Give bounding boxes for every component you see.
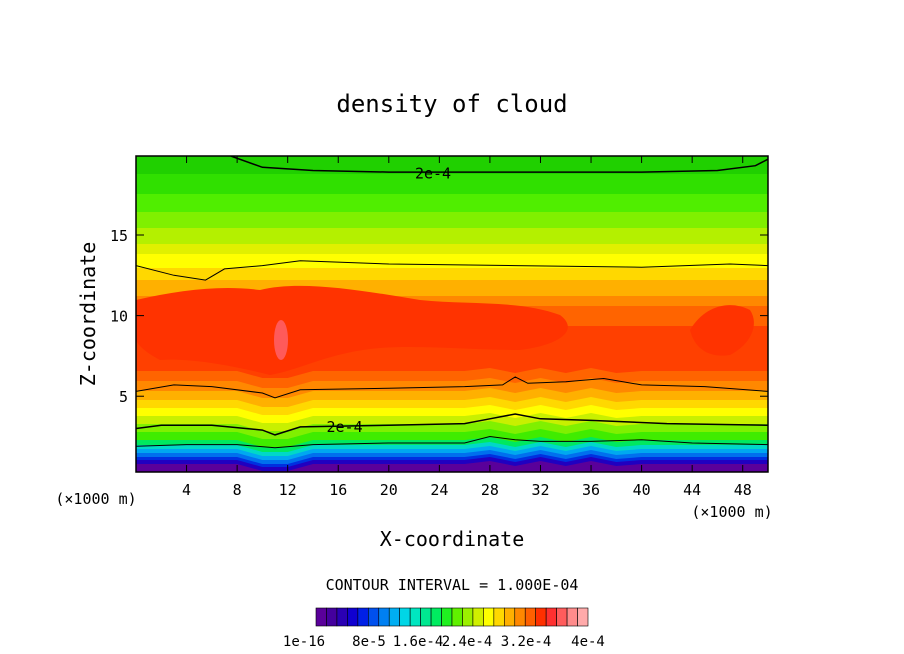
contour-band <box>136 461 768 472</box>
x-axis-label: X-coordinate <box>380 527 525 551</box>
contour-line <box>136 260 768 281</box>
colorbar-swatch <box>441 607 453 627</box>
contour-line <box>230 156 768 173</box>
y-axis-ticks: 5 10 15 <box>110 227 768 406</box>
colorbar-swatch <box>556 607 568 627</box>
colorbar-swatch <box>483 607 495 627</box>
x-axis-ticks: 4 8 12 16 20 24 28 32 36 40 44 48 <box>182 156 752 499</box>
colorbar-swatch <box>357 607 369 627</box>
contour-interval-text: CONTOUR INTERVAL = 1.000E-04 <box>326 576 579 594</box>
low-level-layer <box>136 368 768 472</box>
x-tick-label: 12 <box>279 481 297 499</box>
colorbar <box>315 607 589 627</box>
red-core-region <box>136 285 754 375</box>
colorbar-label: 1e-16 <box>283 634 325 650</box>
x-tick-label: 36 <box>582 481 600 499</box>
colorbar-swatch <box>315 607 327 627</box>
contour-line <box>136 435 768 449</box>
colorbar-swatch <box>368 607 380 627</box>
colorbar-swatch <box>409 607 421 627</box>
y-tick-label: 15 <box>110 227 128 245</box>
contour-label: 2e-4 <box>415 165 451 183</box>
x-tick-label: 32 <box>531 481 549 499</box>
colorbar-swatch <box>388 607 400 627</box>
colorbar-swatch <box>326 607 338 627</box>
plot-frame <box>135 155 769 473</box>
plot-area <box>136 156 768 472</box>
colorbar-swatch <box>493 607 505 627</box>
colorbar-swatch <box>451 607 463 627</box>
x-tick-label: 20 <box>380 481 398 499</box>
colorbar-label: 3.2e-4 <box>501 634 552 650</box>
contour-labels: 2e-4 2e-4 <box>326 165 451 436</box>
colorbar-swatch <box>514 607 526 627</box>
colorbar-label: 8e-5 <box>352 634 386 650</box>
x-tick-label: 16 <box>329 481 347 499</box>
colorbar-swatch <box>504 607 516 627</box>
core-maximum <box>274 320 288 360</box>
colorbar-swatch <box>566 607 578 627</box>
x-tick-label: 28 <box>481 481 499 499</box>
x-tick-label: 40 <box>633 481 651 499</box>
colorbar-swatch <box>535 607 547 627</box>
colorbar-label: 1.6e-4 <box>393 634 444 650</box>
contour-label: 2e-4 <box>326 418 362 436</box>
y-tick-label: 10 <box>110 308 128 326</box>
y-unit-label: (×1000 m) <box>55 490 136 508</box>
contour-lines <box>136 156 768 449</box>
contour-line <box>136 413 768 436</box>
colorbar-swatch <box>524 607 536 627</box>
colorbar-swatch <box>472 607 484 627</box>
y-tick-label: 5 <box>119 388 128 406</box>
colorbar-label: 4e-4 <box>571 634 605 650</box>
colorbar-swatch <box>577 607 589 627</box>
x-tick-label: 48 <box>734 481 752 499</box>
x-unit-label: (×1000 m) <box>691 503 772 521</box>
colorbar-swatch <box>336 607 348 627</box>
colorbar-labels: 1e-16 8e-5 1.6e-42.4e-4 3.2e-4 4e-4 <box>283 634 605 650</box>
red-core-band <box>136 285 568 375</box>
x-tick-label: 44 <box>683 481 701 499</box>
colorbar-swatch <box>378 607 390 627</box>
colorbar-swatch <box>545 607 557 627</box>
colorbar-swatch <box>430 607 442 627</box>
x-tick-label: 24 <box>430 481 448 499</box>
chart-title: density of cloud <box>336 90 567 118</box>
colorbar-swatch <box>399 607 411 627</box>
colorbar-swatch <box>347 607 359 627</box>
colorbar-swatch <box>420 607 432 627</box>
colorbar-swatch <box>462 607 474 627</box>
contour-line <box>136 376 768 399</box>
x-tick-label: 8 <box>233 481 242 499</box>
colorbar-label: 2.4e-4 <box>442 634 493 650</box>
red-core-east <box>690 305 754 356</box>
x-tick-label: 4 <box>182 481 191 499</box>
y-axis-label: Z-coordinate <box>76 242 100 387</box>
